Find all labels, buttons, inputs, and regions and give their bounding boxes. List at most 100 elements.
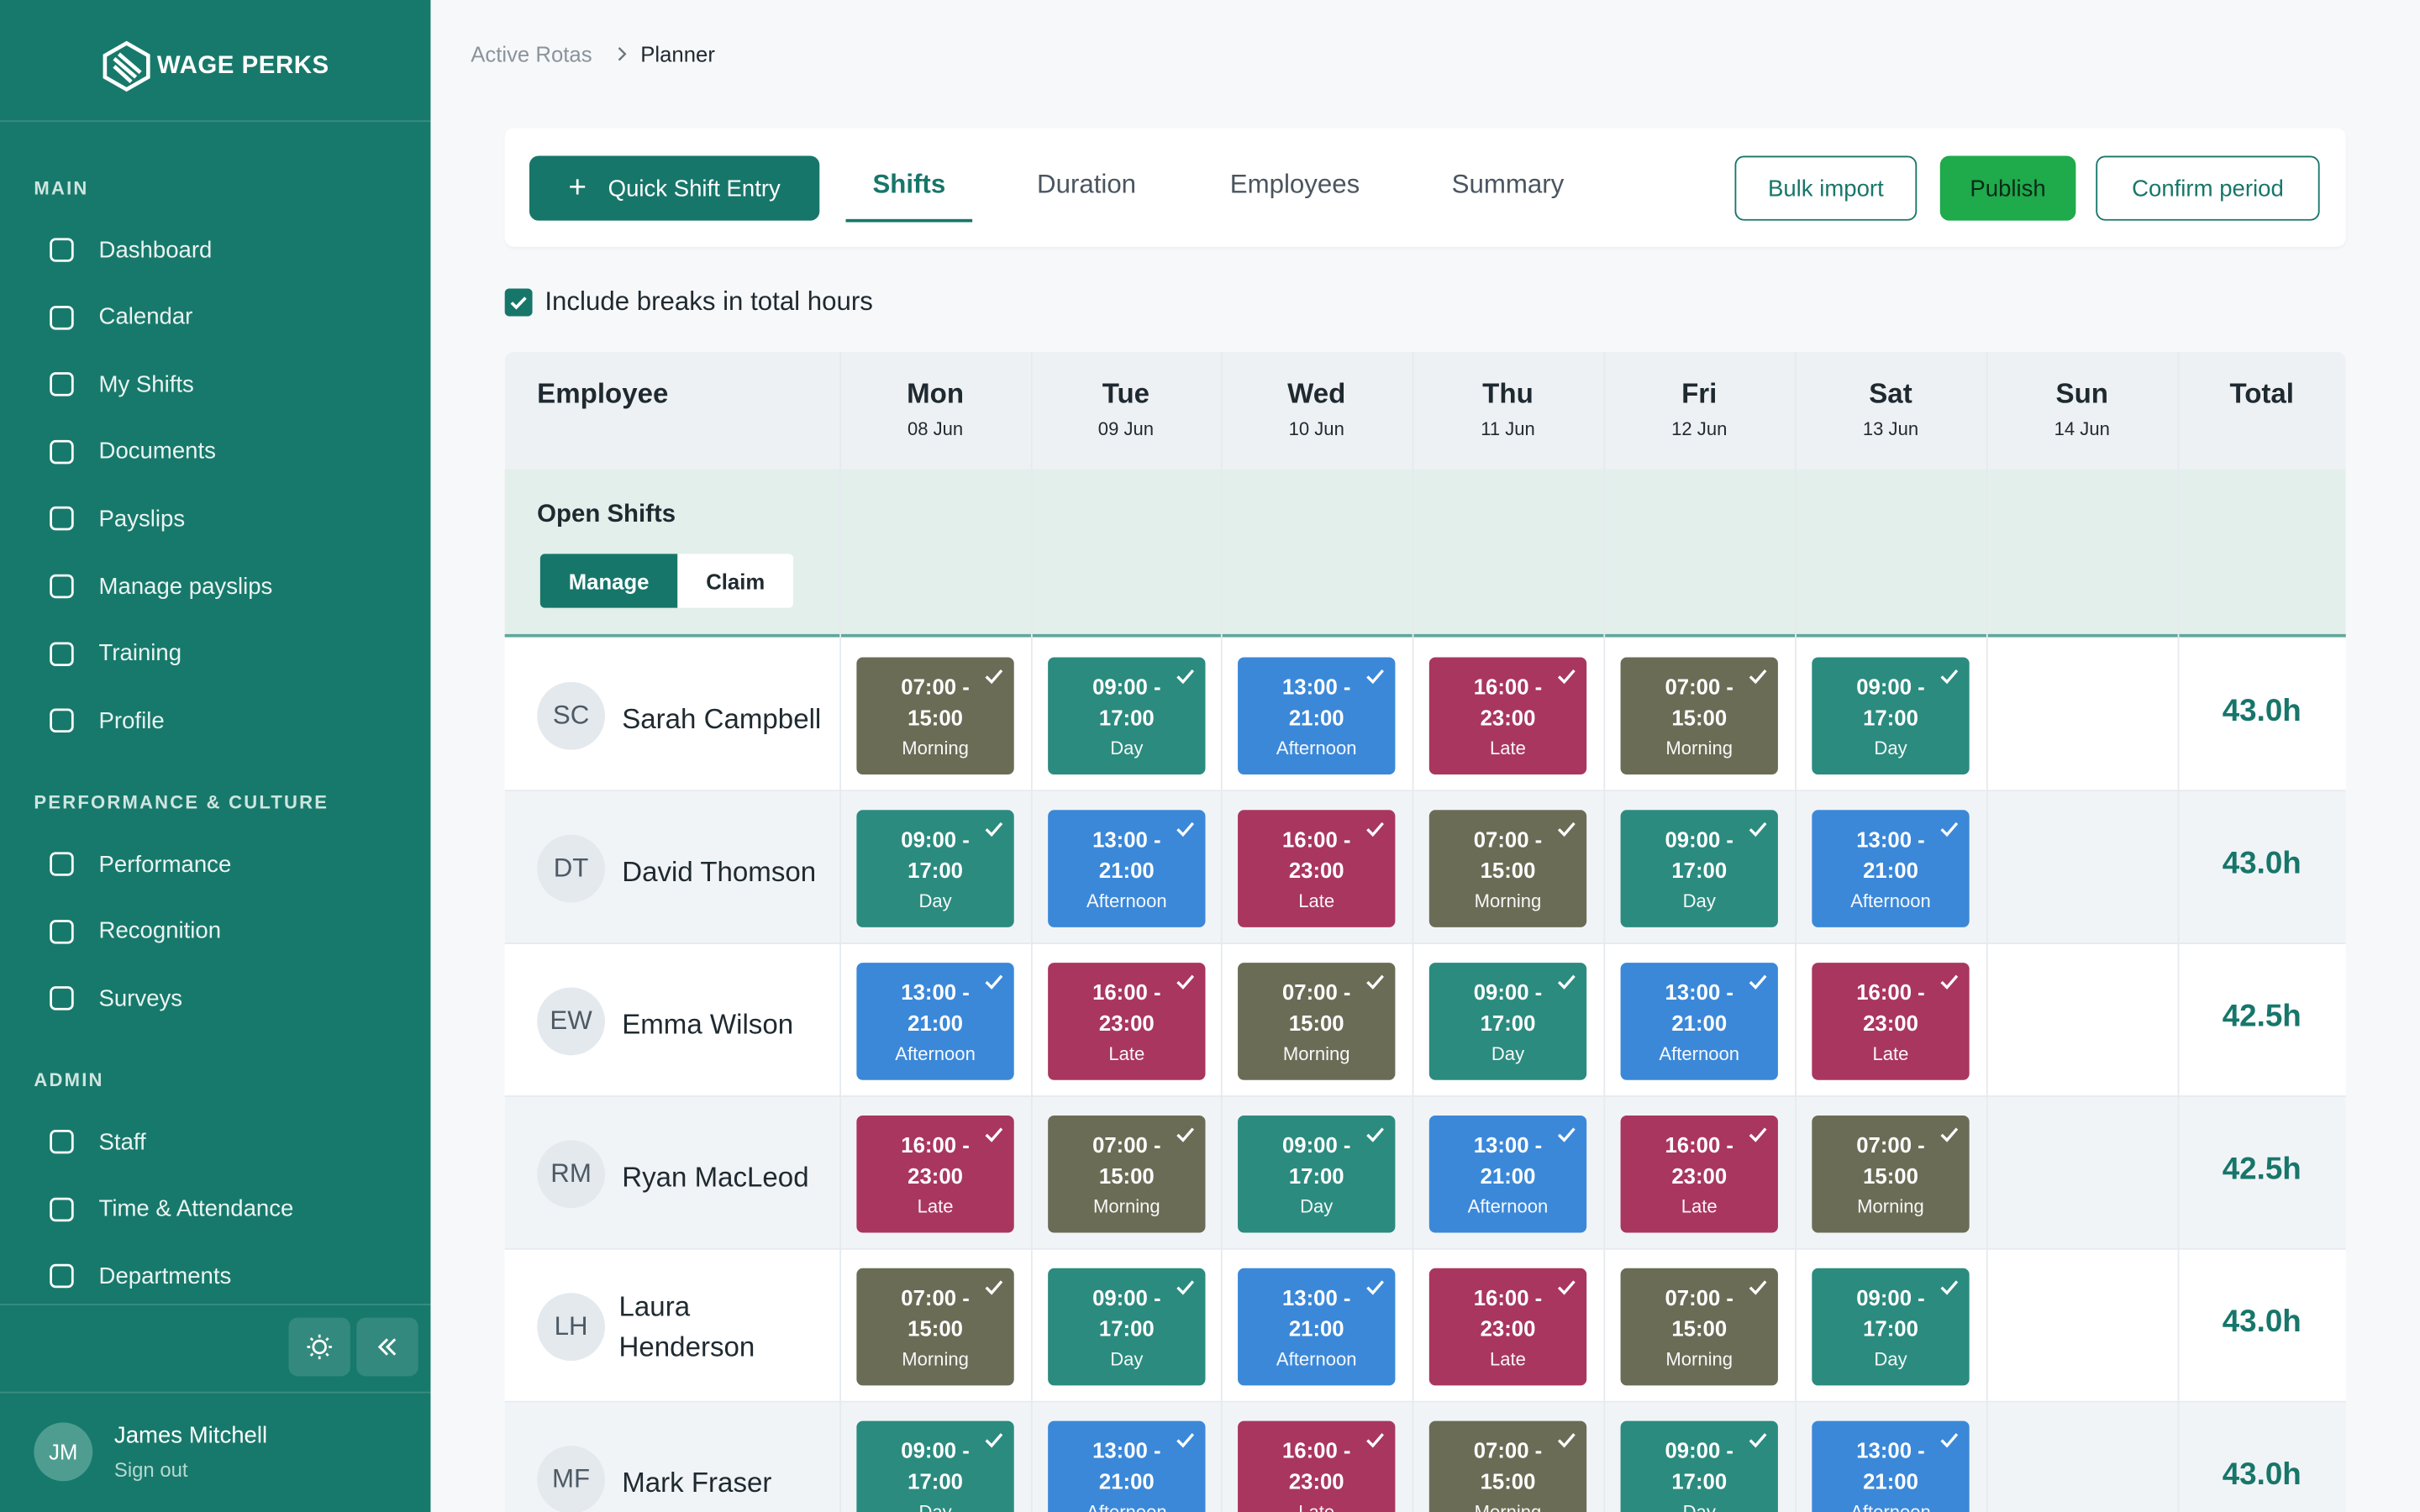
tab[interactable]: Employees	[1229, 170, 1360, 199]
shift-card[interactable]: 16:00 - 23:00 Late	[1238, 1420, 1396, 1512]
shift-card[interactable]: 09:00 - 17:00 Day	[1428, 963, 1587, 1080]
quick-shift-button[interactable]: + Quick Shift Entry	[529, 155, 820, 221]
shift-card[interactable]: 13:00 - 21:00 Afternoon	[1048, 1420, 1206, 1512]
checkbox-label: Include breaks in total hours	[544, 286, 873, 317]
nav-item[interactable]: Training	[46, 630, 182, 676]
shift-end: 23:00	[1288, 858, 1344, 883]
check-icon	[1749, 974, 1767, 990]
bulk-import-button[interactable]: Bulk import	[1734, 155, 1918, 221]
day-date: 12 Jun	[1671, 417, 1728, 440]
theme-toggle[interactable]	[288, 1317, 350, 1377]
shift-card[interactable]: 13:00 - 21:00 Afternoon	[1048, 810, 1206, 927]
nav-item[interactable]: Departments	[46, 1253, 231, 1299]
shift-card[interactable]: 13:00 - 21:00 Afternoon	[1428, 1115, 1587, 1233]
day-date: 13 Jun	[1862, 417, 1919, 440]
shift-card[interactable]: 13:00 - 21:00 Afternoon	[856, 963, 1014, 1080]
shift-card[interactable]: 07:00 - 15:00 Morning	[856, 657, 1014, 775]
shift-card[interactable]: 13:00 - 21:00 Afternoon	[1238, 657, 1396, 775]
check-icon	[985, 1127, 1003, 1142]
shift-card[interactable]: 09:00 - 17:00 Day	[1812, 657, 1970, 775]
shift-card[interactable]: 09:00 - 17:00 Day	[1620, 810, 1778, 927]
publish-button[interactable]: Publish	[1939, 155, 2076, 221]
shift-card[interactable]: 07:00 - 15:00 Morning	[1812, 1115, 1970, 1233]
shift-card[interactable]: 09:00 - 17:00 Day	[1620, 1420, 1778, 1512]
shift-card[interactable]: 07:00 - 15:00 Morning	[1428, 810, 1587, 927]
shift-end: 15:00	[1671, 705, 1728, 730]
shift-card[interactable]: 09:00 - 17:00 Day	[1238, 1115, 1396, 1233]
shift-card[interactable]: 09:00 - 17:00 Day	[1048, 657, 1206, 775]
claim-button[interactable]: Claim	[677, 554, 794, 608]
check-icon	[1557, 1127, 1576, 1142]
nav-item[interactable]: My Shifts	[46, 361, 194, 407]
shift-card[interactable]: 07:00 - 15:00 Morning	[1620, 657, 1778, 775]
employee-name[interactable]: Ryan MacLeod	[622, 1162, 809, 1193]
day-name: Thu	[1482, 378, 1534, 409]
tab[interactable]: Summary	[1451, 170, 1565, 199]
nav-item[interactable]: Profile	[46, 698, 165, 744]
shift-card[interactable]: 16:00 - 23:00 Late	[856, 1115, 1014, 1233]
shift-type: Day	[1110, 737, 1144, 759]
header-row	[504, 351, 2346, 470]
shift-end: 17:00	[1671, 858, 1728, 883]
shift-card[interactable]: 09:00 - 17:00 Day	[856, 1420, 1014, 1512]
check-icon	[1366, 822, 1384, 837]
shift-end: 15:00	[908, 705, 963, 730]
shift-card[interactable]: 13:00 - 21:00 Afternoon	[1812, 1420, 1970, 1512]
shift-card[interactable]: 16:00 - 23:00 Late	[1238, 810, 1396, 927]
logo[interactable]: WAGE PERKS	[0, 40, 430, 92]
shift-card[interactable]: 07:00 - 15:00 Morning	[1620, 1268, 1778, 1386]
shift-card[interactable]: 16:00 - 23:00 Late	[1812, 963, 1970, 1080]
shift-end: 17:00	[1863, 1315, 1918, 1341]
checkbox[interactable]	[504, 288, 533, 317]
sidebar: WAGE PERKS MAIN Dashboard Calendar My Shift…	[0, 0, 431, 1512]
nav-item[interactable]: Calendar	[46, 294, 192, 340]
nav-item[interactable]: Performance	[46, 841, 231, 887]
nav-item[interactable]: Dashboard	[46, 227, 212, 273]
col-divider	[1603, 351, 1606, 1512]
breadcrumb-current: Planner	[640, 41, 715, 66]
shift-card[interactable]: 07:00 - 15:00 Morning	[1238, 963, 1396, 1080]
manage-button[interactable]: Manage	[539, 554, 678, 608]
sign-out[interactable]: Sign out	[113, 1457, 188, 1482]
shift-end: 15:00	[908, 1315, 963, 1341]
nav-item[interactable]: Time & Attendance	[46, 1186, 293, 1232]
check-icon	[1749, 1127, 1767, 1142]
shift-card[interactable]: 16:00 - 23:00 Late	[1620, 1115, 1778, 1233]
shift-card[interactable]: 07:00 - 15:00 Morning	[1048, 1115, 1206, 1233]
check-icon	[1557, 669, 1576, 685]
employee-name[interactable]: Sarah Campbell	[622, 703, 822, 735]
nav-item[interactable]: Payslips	[46, 496, 185, 542]
check-icon	[1366, 1280, 1384, 1295]
shift-card[interactable]: 13:00 - 21:00 Afternoon	[1238, 1268, 1396, 1386]
employee-name[interactable]: Mark Fraser	[622, 1467, 772, 1499]
employee-name[interactable]: Emma Wilson	[622, 1009, 794, 1040]
shift-end: 17:00	[908, 1468, 963, 1494]
nav-item[interactable]: Recognition	[46, 908, 221, 954]
shift-end: 17:00	[1098, 1315, 1155, 1341]
nav-icon	[50, 1197, 74, 1221]
shift-card[interactable]: 09:00 - 17:00 Day	[1812, 1268, 1970, 1386]
shift-card[interactable]: 13:00 - 21:00 Afternoon	[1620, 963, 1778, 1080]
shift-type: Late	[917, 1195, 954, 1218]
employee-name[interactable]: Laura Henderson	[618, 1291, 755, 1362]
shift-card[interactable]: 07:00 - 15:00 Morning	[1428, 1420, 1587, 1512]
confirm-period-button[interactable]: Confirm period	[2096, 155, 2320, 221]
shift-start: 16:00 -	[1473, 1285, 1543, 1310]
tab[interactable]: Shifts	[872, 170, 946, 199]
nav-item[interactable]: Surveys	[46, 975, 182, 1021]
shift-card[interactable]: 09:00 - 17:00 Day	[856, 810, 1014, 927]
shift-card[interactable]: 09:00 - 17:00 Day	[1048, 1268, 1206, 1386]
nav-item[interactable]: Staff	[46, 1119, 146, 1165]
breadcrumb-link[interactable]: Active Rotas	[471, 41, 592, 66]
nav-item[interactable]: Documents	[46, 428, 216, 475]
nav-item[interactable]: Manage payslips	[46, 563, 272, 609]
shift-card[interactable]: 16:00 - 23:00 Late	[1428, 657, 1587, 775]
employee-name[interactable]: David Thomson	[622, 856, 817, 888]
shift-card[interactable]: 16:00 - 23:00 Late	[1048, 963, 1206, 1080]
shift-card[interactable]: 13:00 - 21:00 Afternoon	[1812, 810, 1970, 927]
tab[interactable]: Duration	[1037, 170, 1137, 199]
collapse-button[interactable]	[356, 1317, 418, 1377]
shift-card[interactable]: 07:00 - 15:00 Morning	[856, 1268, 1014, 1386]
shift-card[interactable]: 16:00 - 23:00 Late	[1428, 1268, 1587, 1386]
check-icon	[1940, 669, 1959, 685]
